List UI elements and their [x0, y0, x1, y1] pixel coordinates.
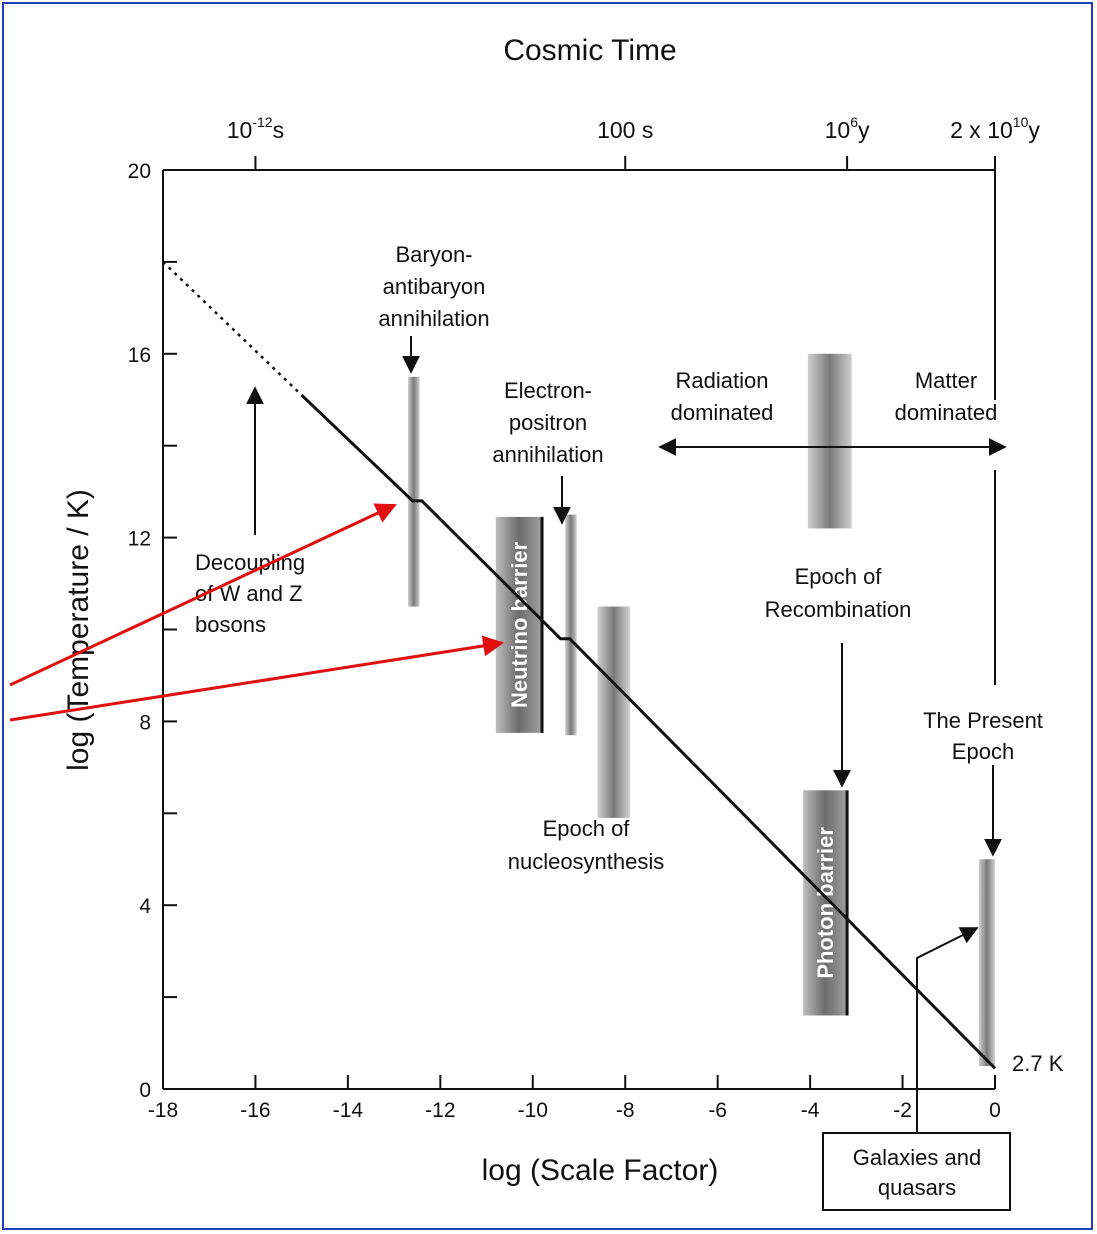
top-tick-unit: s [273, 117, 285, 143]
baryon-annihilation-label-line: antibaryon [383, 274, 486, 299]
x-tick-label: -6 [708, 1099, 727, 1122]
top-tick-base: 10 [227, 117, 253, 143]
photon-barrier [803, 790, 848, 1016]
present-epoch-label-line: The Present [923, 708, 1043, 733]
epoch-band-5 [978, 859, 995, 1067]
present-epoch-label: The Present Epoch [923, 708, 1043, 764]
epoch-band-3 [597, 606, 630, 818]
galaxies-box [822, 1132, 1011, 1211]
x-tick-label: -8 [616, 1099, 635, 1122]
top-tick-unit: y [858, 117, 870, 143]
matter-dominated-label: Matter dominated [895, 368, 998, 425]
x-tick-label: -12 [425, 1099, 455, 1122]
galaxies-label: Galaxies and quasars [853, 1145, 981, 1200]
top-tick-exponent: 10 [1013, 114, 1029, 130]
matter-dominated-label-line: dominated [895, 400, 998, 425]
top-tick-label: 106y [825, 114, 870, 143]
decoupling-label-line: bosons [195, 612, 266, 637]
x-tick-label: -2 [893, 1099, 912, 1122]
chart-title: Cosmic Time [503, 34, 676, 67]
x-tick-label: -10 [518, 1099, 548, 1122]
recombination-label-line: Recombination [765, 597, 912, 622]
top-tick-base: 100 s [597, 117, 653, 143]
radiation-dominated-label-line: dominated [671, 400, 774, 425]
neutrino-barrier-label: Neutrino barrier [507, 541, 532, 708]
y-tick-label: 16 [128, 344, 151, 367]
y-tick-label: 8 [139, 711, 151, 734]
present-epoch-label-line: Epoch [952, 739, 1014, 764]
epoch-band-1 [407, 376, 420, 607]
photon-barrier-label: Photon barrier [813, 827, 838, 979]
recombination-label: Epoch of Recombination [765, 564, 912, 622]
x-tick-label: -4 [801, 1099, 820, 1122]
matter-dominated-label-line: Matter [915, 368, 977, 393]
electron-positron-label-line: annihilation [492, 442, 603, 467]
radiation-dominated-label-line: Radiation [676, 368, 769, 393]
neutrino-barrier [495, 516, 543, 733]
top-tick-exponent: 6 [850, 114, 858, 130]
nucleosynthesis-label-line: nucleosynthesis [508, 849, 665, 874]
nucleosynthesis-label-line: Epoch of [543, 816, 631, 841]
galaxies-label-line: quasars [878, 1175, 956, 1200]
radiation-dominated-label: Radiation dominated [671, 368, 774, 425]
nucleosynthesis-label: Epoch of nucleosynthesis [508, 816, 665, 874]
temperature-line [300, 394, 997, 1070]
epoch-band-2 [565, 514, 577, 736]
top-tick-exponent: -12 [252, 114, 272, 130]
top-tick-label: 2 x 1010y [950, 114, 1040, 143]
temperature-line-dotted [162, 260, 303, 397]
top-tick-base: 2 x 10 [950, 117, 1013, 143]
present-temperature-label: 2.7 K [1012, 1051, 1064, 1076]
x-tick-label: -18 [148, 1099, 178, 1122]
y-tick-label: 4 [139, 895, 151, 918]
galaxies-label-line: Galaxies and [853, 1145, 981, 1170]
baryon-annihilation-label-line: annihilation [378, 306, 489, 331]
x-axis-label: log (Scale Factor) [482, 1154, 719, 1187]
electron-positron-label-line: Electron- [504, 378, 592, 403]
electron-positron-label: Electron-positron annihilation [492, 378, 603, 467]
galaxies-arrow [916, 927, 979, 1133]
top-tick-unit: y [1028, 117, 1040, 143]
recombination-label-line: Epoch of [795, 564, 883, 589]
highlight-arrow-neutrino [9, 635, 505, 722]
y-tick-label: 12 [128, 528, 151, 551]
highlight-arrow-baryon [9, 503, 397, 687]
epoch-band-4 [807, 353, 852, 529]
x-tick-label: 0 [989, 1099, 1001, 1122]
x-tick-label: -16 [240, 1099, 270, 1122]
baryon-annihilation-label-line: Baryon- [395, 242, 472, 267]
x-tick-label: -14 [333, 1099, 364, 1122]
electron-positron-label-line: positron [509, 410, 587, 435]
y-tick-label: 0 [139, 1079, 151, 1102]
decoupling-label-line: of W and Z [195, 581, 303, 606]
top-tick-base: 10 [825, 117, 851, 143]
top-tick-label: 10-12s [227, 114, 284, 143]
top-tick-label: 100 s [597, 117, 653, 143]
y-tick-label: 20 [128, 160, 151, 183]
y-axis-label: log (Temperature / K) [62, 489, 95, 771]
baryon-annihilation-label: Baryon-antibaryon annihilation [378, 242, 489, 331]
